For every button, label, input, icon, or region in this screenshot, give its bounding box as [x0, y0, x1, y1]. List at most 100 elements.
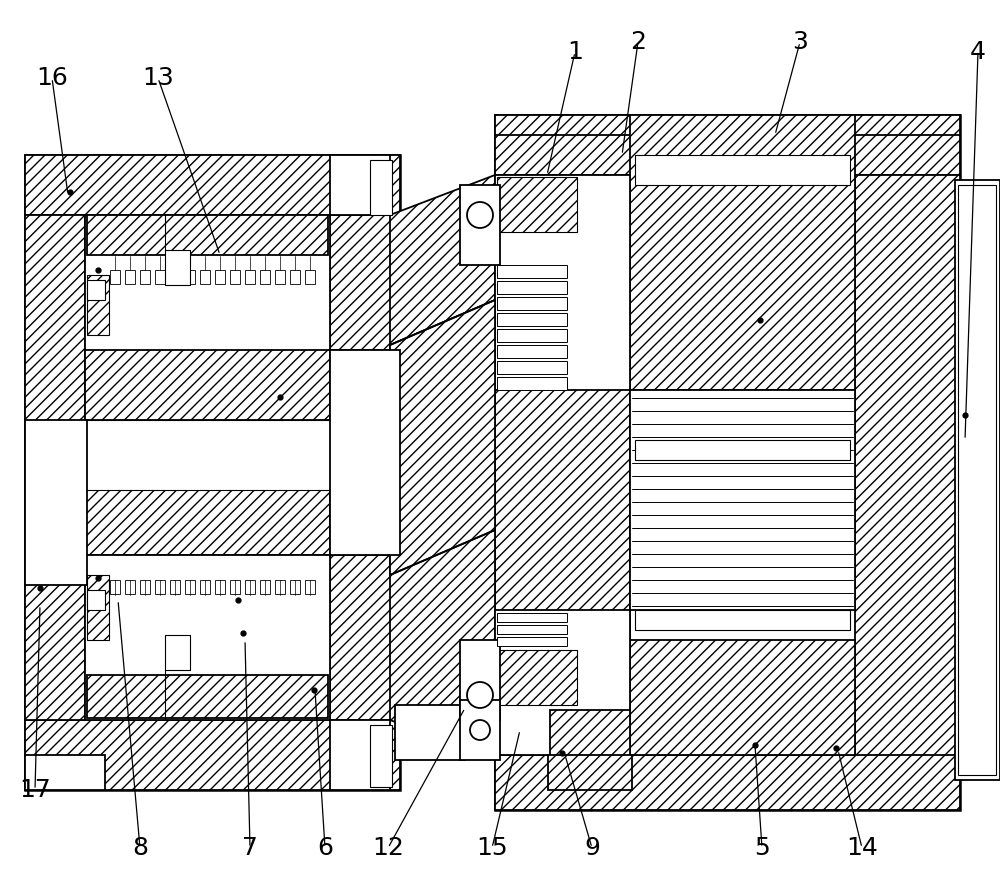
- Bar: [87, 275, 109, 335]
- Bar: [460, 640, 500, 720]
- Bar: [140, 580, 150, 594]
- Bar: [165, 635, 190, 670]
- Bar: [290, 580, 300, 594]
- Polygon shape: [85, 345, 330, 420]
- Text: 16: 16: [36, 66, 68, 90]
- Bar: [497, 297, 567, 310]
- Polygon shape: [25, 155, 400, 215]
- Bar: [460, 185, 500, 265]
- Bar: [155, 270, 165, 284]
- Bar: [495, 115, 960, 135]
- Bar: [110, 580, 120, 594]
- Circle shape: [470, 720, 490, 740]
- Polygon shape: [85, 490, 330, 555]
- Bar: [200, 270, 210, 284]
- Bar: [497, 625, 567, 634]
- Polygon shape: [855, 175, 960, 810]
- Polygon shape: [87, 215, 328, 255]
- Text: 6: 6: [317, 836, 333, 860]
- Bar: [87, 280, 105, 300]
- Bar: [495, 175, 630, 390]
- Bar: [497, 281, 567, 294]
- Bar: [370, 160, 392, 215]
- Bar: [25, 420, 87, 585]
- Bar: [460, 700, 500, 760]
- Bar: [330, 720, 390, 790]
- Bar: [140, 270, 150, 284]
- Circle shape: [467, 202, 493, 228]
- Text: 5: 5: [754, 836, 770, 860]
- Bar: [305, 580, 315, 594]
- Polygon shape: [630, 115, 855, 390]
- Polygon shape: [495, 175, 630, 810]
- Polygon shape: [390, 530, 495, 760]
- Bar: [260, 270, 270, 284]
- Bar: [245, 580, 255, 594]
- Bar: [497, 329, 567, 342]
- Bar: [185, 270, 195, 284]
- Bar: [497, 637, 567, 646]
- Bar: [330, 155, 390, 215]
- Bar: [275, 580, 285, 594]
- Bar: [85, 555, 330, 720]
- Text: 3: 3: [792, 30, 808, 54]
- Text: 17: 17: [19, 778, 51, 802]
- Polygon shape: [330, 555, 400, 720]
- Text: 7: 7: [242, 836, 258, 860]
- Bar: [497, 377, 567, 390]
- Bar: [495, 115, 960, 810]
- Bar: [165, 250, 190, 285]
- Bar: [155, 580, 165, 594]
- Bar: [497, 345, 567, 358]
- Bar: [497, 361, 567, 374]
- Bar: [497, 265, 567, 278]
- Polygon shape: [390, 300, 495, 555]
- Bar: [170, 270, 180, 284]
- Polygon shape: [390, 300, 495, 575]
- Bar: [25, 155, 400, 790]
- Text: 13: 13: [142, 66, 174, 90]
- Text: 1: 1: [567, 40, 583, 64]
- Bar: [125, 580, 135, 594]
- Bar: [110, 270, 120, 284]
- Text: 2: 2: [630, 30, 646, 54]
- Bar: [497, 177, 577, 232]
- Text: 15: 15: [476, 836, 508, 860]
- Text: 14: 14: [846, 836, 878, 860]
- Bar: [495, 610, 630, 755]
- Bar: [290, 270, 300, 284]
- Polygon shape: [630, 640, 855, 755]
- Bar: [305, 270, 315, 284]
- Bar: [630, 390, 855, 610]
- Polygon shape: [390, 175, 495, 345]
- Bar: [635, 610, 850, 630]
- Bar: [87, 590, 105, 610]
- Polygon shape: [87, 675, 328, 718]
- Bar: [497, 650, 577, 705]
- Bar: [497, 613, 567, 622]
- Bar: [635, 440, 850, 460]
- Bar: [245, 270, 255, 284]
- Bar: [215, 270, 225, 284]
- Bar: [370, 725, 392, 787]
- Polygon shape: [25, 215, 85, 720]
- Bar: [25, 755, 105, 790]
- Bar: [958, 185, 996, 775]
- Bar: [550, 710, 630, 760]
- Bar: [635, 155, 850, 185]
- Text: 4: 4: [970, 40, 986, 64]
- Bar: [395, 705, 465, 760]
- Text: 12: 12: [372, 836, 404, 860]
- Bar: [260, 580, 270, 594]
- Bar: [85, 420, 330, 490]
- Polygon shape: [330, 215, 400, 350]
- Bar: [275, 270, 285, 284]
- Polygon shape: [495, 115, 960, 175]
- Bar: [955, 180, 1000, 780]
- Bar: [170, 580, 180, 594]
- Bar: [497, 313, 567, 326]
- Bar: [200, 580, 210, 594]
- Bar: [185, 580, 195, 594]
- Polygon shape: [25, 720, 400, 790]
- Bar: [87, 575, 109, 640]
